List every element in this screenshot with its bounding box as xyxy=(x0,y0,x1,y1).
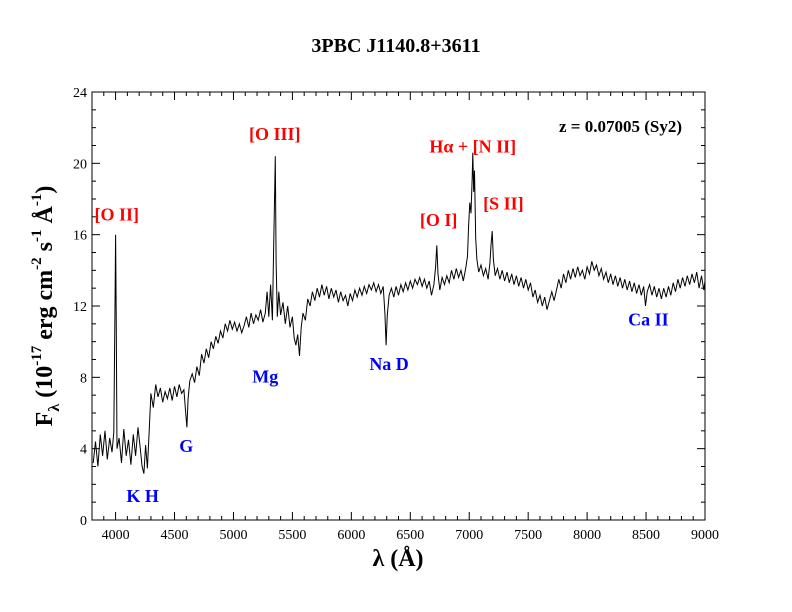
annotation-o3: [O III] xyxy=(249,124,301,144)
chart-title: 3PBC J1140.8+3611 xyxy=(311,35,480,57)
x-tick-labels: 4000 4500 5000 5500 6000 6500 7000 7500 8000 8500… xyxy=(102,528,719,543)
annotation-nad: Na D xyxy=(369,354,409,374)
x-tick-label: 5500 xyxy=(278,528,306,543)
annotation-mg: Mg xyxy=(252,367,278,387)
y-tick-label: 4 xyxy=(80,443,87,458)
x-tick-label: 8500 xyxy=(632,528,660,543)
annotation-g: G xyxy=(179,436,193,456)
annotation-o1: [O I] xyxy=(420,210,458,230)
y-axis-label: Fλ (10-17 erg cm-2 s-1 Å-1) xyxy=(29,186,63,427)
svg-text:Fλ (10-17 erg cm-2 s-1 Å-1): Fλ (10-17 erg cm-2 s-1 Å-1) xyxy=(29,186,63,427)
y-tick-label: 16 xyxy=(73,229,87,244)
annotation-ca2: Ca II xyxy=(628,310,669,330)
y-tick-labels: 0 4 8 12 16 20 24 xyxy=(73,86,87,529)
annotation-s2: [S II] xyxy=(483,194,524,214)
annotation-kh: K H xyxy=(126,486,159,506)
y-tick-label: 0 xyxy=(80,514,87,529)
x-tick-label: 7000 xyxy=(455,528,483,543)
x-tick-label: 4500 xyxy=(161,528,189,543)
x-tick-label: 5000 xyxy=(219,528,247,543)
x-tick-label: 8000 xyxy=(573,528,601,543)
redshift-label: z = 0.07005 (Sy2) xyxy=(559,117,682,136)
x-tick-label: 6000 xyxy=(337,528,365,543)
line-annotations: [O II] K H G [O III] Mg Na D [O I] Hα + [N II] [… xyxy=(95,124,669,506)
y-tick-label: 24 xyxy=(73,86,87,101)
x-tick-label: 4000 xyxy=(102,528,130,543)
x-axis-label: λ (Å) xyxy=(372,546,423,572)
x-tick-label: 6500 xyxy=(396,528,424,543)
x-tick-label: 9000 xyxy=(691,528,719,543)
y-tick-label: 8 xyxy=(80,371,87,386)
annotation-ha: Hα + [N II] xyxy=(429,137,516,157)
axis-ticks xyxy=(91,91,706,521)
y-tick-label: 20 xyxy=(73,157,87,172)
annotation-o2: [O II] xyxy=(95,204,140,224)
spectrum-line xyxy=(92,152,706,474)
y-tick-label: 12 xyxy=(73,300,87,315)
x-tick-label: 7500 xyxy=(514,528,542,543)
